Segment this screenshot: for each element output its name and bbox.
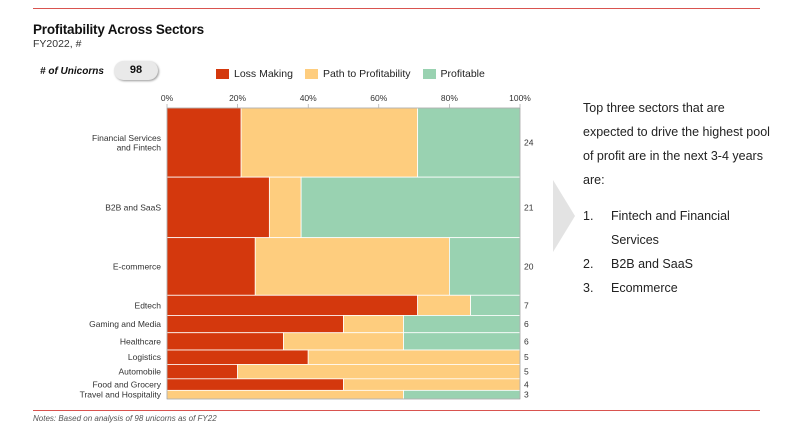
count-label: 4: [524, 380, 529, 390]
x-tick-label: 40%: [300, 93, 317, 103]
bottom-rule: [33, 410, 760, 411]
category-label: Financial Services: [92, 133, 161, 143]
x-tick-label: 20%: [229, 93, 246, 103]
count-label: 24: [524, 138, 534, 148]
legend-item-profitable: Profitable: [422, 68, 485, 80]
plot-frame: [166, 107, 521, 400]
category-label: Food and Grocery: [92, 380, 161, 390]
top-rule: [33, 8, 760, 9]
count-label: 5: [524, 352, 529, 362]
takeaway-item-number: 1.: [583, 209, 594, 223]
segment-profitable: [300, 176, 521, 239]
segment-loss-making: [166, 237, 256, 296]
chart-legend: Loss Making Path to Profitability Profit…: [216, 68, 497, 80]
segment-loss-making: [166, 364, 238, 380]
segment-path-to-profitability: [417, 294, 471, 316]
segment-loss-making: [166, 378, 344, 391]
takeaway-item-number: 2.: [583, 257, 594, 271]
footnote: Notes: Based on analysis of 98 unicorns …: [33, 414, 217, 423]
count-label: 7: [524, 300, 529, 310]
segment-profitable: [403, 389, 521, 400]
takeaway-item: 2. B2B and SaaS: [583, 252, 773, 276]
count-label: 3: [524, 390, 529, 400]
takeaway-item: 1. Fintech and Financial Services: [583, 204, 773, 252]
segment-loss-making: [166, 315, 344, 334]
category-label: Gaming and Media: [89, 319, 161, 329]
takeaway-item-number: 3.: [583, 281, 594, 295]
segment-loss-making: [166, 349, 309, 365]
segment-path-to-profitability: [343, 315, 404, 334]
category-label: E-commerce: [113, 261, 161, 271]
segment-path-to-profitability: [166, 389, 404, 400]
takeaway-list: 1. Fintech and Financial Services 2. B2B a…: [583, 204, 773, 300]
segment-loss-making: [166, 294, 419, 316]
x-tick-label: 100%: [509, 93, 531, 103]
unicorn-count-label: # of Unicorns: [40, 66, 104, 77]
takeaway-intro: Top three sectors that are expected to d…: [583, 101, 770, 187]
count-label: 6: [524, 319, 529, 329]
segment-path-to-profitability: [343, 378, 521, 391]
segment-path-to-profitability: [268, 176, 302, 239]
count-label: 21: [524, 202, 534, 212]
segment-path-to-profitability: [307, 349, 521, 365]
category-label: Logistics: [128, 352, 161, 362]
segment-loss-making: [166, 107, 242, 178]
page-title: Profitability Across Sectors: [33, 22, 204, 37]
segment-profitable: [403, 332, 521, 351]
takeaway-item: 3. Ecommerce: [583, 276, 773, 300]
category-label: Edtech: [135, 300, 162, 310]
count-label: 5: [524, 367, 529, 377]
segment-profitable: [403, 315, 521, 334]
x-tick-label: 0%: [161, 93, 174, 103]
segment-profitable: [470, 294, 521, 316]
takeaway-item-text: B2B and SaaS: [611, 257, 694, 271]
x-tick-label: 80%: [441, 93, 458, 103]
category-label: Automobile: [118, 367, 161, 377]
category-label: B2B and SaaS: [105, 202, 161, 212]
segment-profitable: [417, 107, 521, 178]
legend-label-loss: Loss Making: [234, 68, 293, 80]
legend-label-path: Path to Profitability: [322, 68, 411, 80]
x-tick-label: 60%: [370, 93, 387, 103]
category-label: Travel and Hospitality: [80, 390, 162, 400]
unicorn-count-badge: 98: [114, 61, 158, 80]
page-subtitle: FY2022, #: [33, 38, 82, 50]
segment-path-to-profitability: [237, 364, 521, 380]
segment-loss-making: [166, 176, 270, 239]
legend-item-loss: Loss Making: [216, 68, 293, 80]
legend-swatch-profitable: [422, 69, 436, 79]
takeaway-item-text: Fintech and Financial Services: [611, 209, 730, 247]
category-label: Healthcare: [120, 336, 161, 346]
count-label: 6: [524, 336, 529, 346]
legend-label-profitable: Profitable: [440, 68, 485, 80]
key-takeaway: Top three sectors that are expected to d…: [583, 96, 773, 300]
chevron-right-icon: [553, 180, 575, 252]
segment-path-to-profitability: [240, 107, 419, 178]
segment-path-to-profitability: [254, 237, 450, 296]
segment-path-to-profitability: [283, 332, 404, 351]
legend-item-path: Path to Profitability: [304, 68, 411, 80]
count-label: 20: [524, 261, 534, 271]
category-label: and Fintech: [117, 142, 162, 152]
segment-profitable: [448, 237, 521, 296]
legend-swatch-path: [304, 69, 318, 79]
segment-loss-making: [166, 332, 284, 351]
legend-swatch-loss: [216, 69, 229, 79]
takeaway-item-text: Ecommerce: [611, 281, 678, 295]
